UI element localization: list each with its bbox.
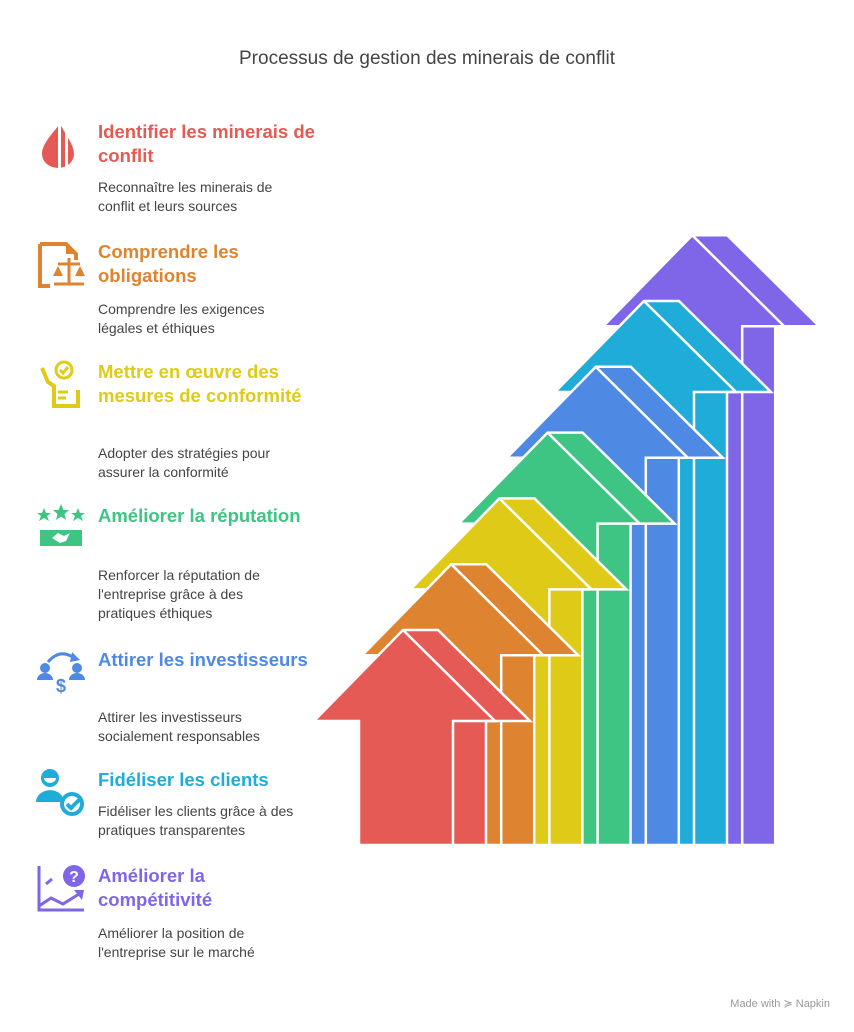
- step-title: Améliorer la réputation: [98, 505, 301, 526]
- arrow-edge: [498, 497, 595, 845]
- arrow-edge: [643, 300, 740, 845]
- napkin-watermark: Made with ≽ Napkin: [730, 998, 830, 1010]
- step-description: Renforcer la réputation de l'entreprise …: [98, 567, 260, 621]
- blood-drop-icon: [42, 120, 74, 170]
- legal-document-scale-icon: [38, 242, 85, 288]
- step-description: Améliorer la position de l'entreprise su…: [98, 925, 255, 960]
- step-title: Fidéliser les clients: [98, 769, 269, 790]
- svg-text:?: ?: [69, 869, 79, 886]
- arrow-edge: [691, 234, 788, 845]
- arrow-edge: [402, 629, 499, 845]
- step-description: Comprendre les exigences légales et éthi…: [98, 301, 265, 336]
- step-title: Améliorer la compétitivité: [98, 865, 213, 910]
- arrow-1: [311, 628, 534, 847]
- step-title: Comprendre les obligations: [98, 241, 239, 286]
- step-title: Attirer les investisseurs: [98, 649, 308, 670]
- growth-chart-question-icon: ?: [37, 865, 85, 912]
- svg-text:$: $: [56, 676, 66, 696]
- stars-handshake-icon: [37, 504, 85, 546]
- step-description: Reconnaître les minerais de conflit et l…: [98, 179, 273, 214]
- page-title: Processus de gestion des minerais de con…: [239, 48, 615, 69]
- step-description: Adopter des stratégies pour assurer la c…: [98, 445, 270, 480]
- arrow-edge: [450, 563, 547, 845]
- checklist-approval-icon: [40, 360, 80, 408]
- step-description: Attirer les investisseurs socialement re…: [98, 709, 260, 744]
- step-title: Mettre en œuvre des mesures de conformit…: [98, 361, 302, 406]
- step-description: Fidéliser les clients grâce à des pratiq…: [98, 803, 294, 838]
- arrow-edge: [594, 365, 691, 845]
- step-title: Identifier les minerais de conflit: [98, 121, 315, 166]
- investors-exchange-icon: $: [37, 652, 85, 696]
- user-check-icon: [36, 769, 84, 816]
- arrow-edge: [546, 431, 643, 845]
